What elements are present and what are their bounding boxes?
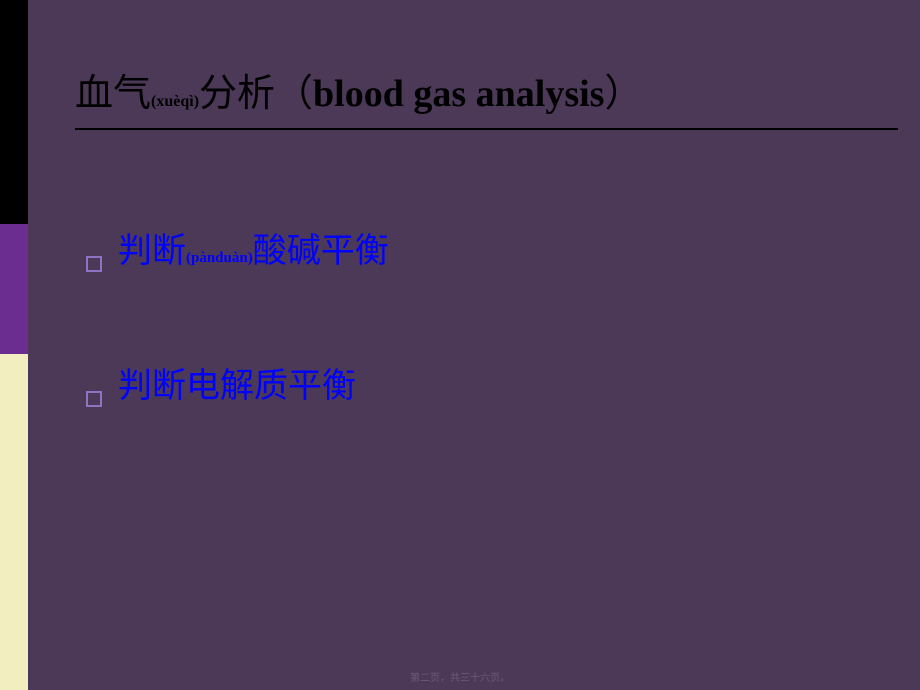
bullet-marker-icon [86, 256, 102, 272]
bullet-pre: 判断 [118, 233, 186, 270]
title-text: 血气(xuèqì)分析（blood gas analysis） [75, 72, 905, 118]
title-pinyin: (xuèqì) [151, 93, 199, 110]
title-english: blood gas analysis [313, 73, 604, 115]
bullet-pre: 判断电解质平衡 [118, 368, 356, 405]
title-part1: 血气 [75, 73, 151, 115]
bullet-pinyin: (pànduàn) [186, 250, 253, 266]
bullet-text: 判断(pànduàn)酸碱平衡 [118, 232, 389, 273]
left-accent-purple [0, 224, 28, 354]
bullet-item: 判断(pànduàn)酸碱平衡 [86, 232, 906, 273]
bullet-marker-icon [86, 391, 102, 407]
page-footer: 第二页，共三十六页。 [0, 669, 920, 684]
left-accent-cream [0, 354, 28, 690]
slide-body: 血气(xuèqì)分析（blood gas analysis） 判断(pàndu… [28, 0, 920, 690]
slide-title: 血气(xuèqì)分析（blood gas analysis） [75, 72, 905, 118]
content-area: 判断(pànduàn)酸碱平衡 判断电解质平衡 [86, 232, 906, 502]
bullet-text: 判断电解质平衡 [118, 367, 356, 408]
title-underline [75, 128, 898, 130]
bullet-post: 酸碱平衡 [253, 233, 389, 270]
bullet-item: 判断电解质平衡 [86, 367, 906, 408]
title-part3: ） [604, 73, 642, 115]
title-part2: 分析（ [199, 73, 313, 115]
